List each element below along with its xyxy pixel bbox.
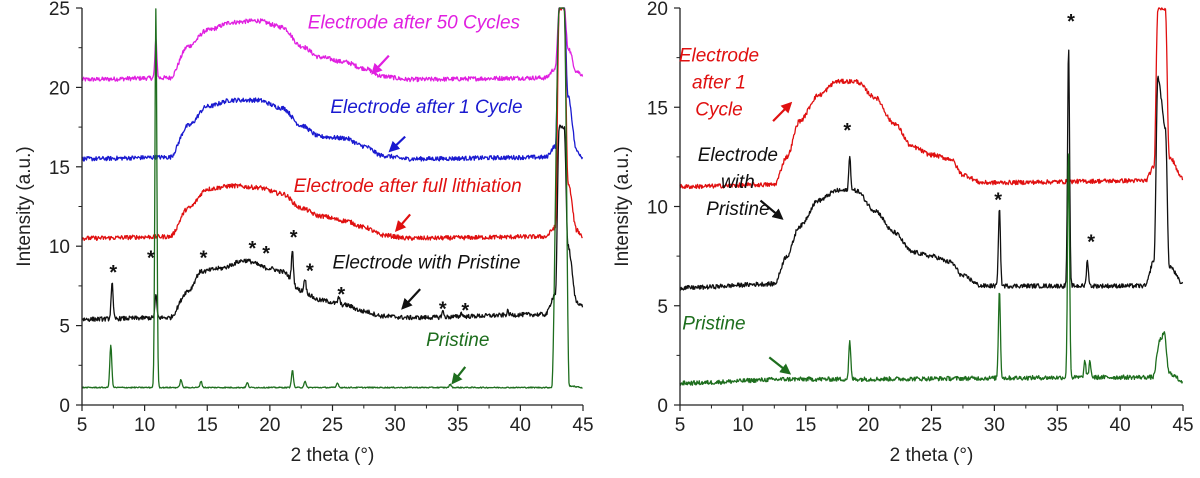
- annotation-arrow: [371, 54, 390, 75]
- peak-marker: *: [461, 300, 469, 322]
- annotation: Electrode after 1 Cycle: [679, 46, 793, 122]
- annotation-label: Electrode with Pristine: [698, 145, 778, 220]
- peak-marker: *: [994, 190, 1002, 212]
- series-line-electrode-after-full-lithiation: [81, 7, 583, 242]
- x-tick-label: 40: [1110, 415, 1131, 436]
- x-tick-label: 10: [732, 415, 753, 436]
- annotation-label: Pristine: [426, 330, 489, 351]
- y-tick-label: 0: [59, 396, 70, 417]
- annotation-line: Electrode: [679, 46, 759, 67]
- x-tick-label: 30: [385, 415, 406, 436]
- series-line-electrode-with-pristine: [679, 49, 1184, 291]
- x-tick-label: 15: [795, 415, 816, 436]
- annotation-line: Cycle: [695, 100, 743, 121]
- peak-marker: *: [1067, 11, 1075, 33]
- peak-marker: *: [290, 227, 298, 249]
- peak-marker: *: [337, 284, 345, 306]
- series-line-electrode-after-1-cycle: [679, 7, 1184, 190]
- x-tick-label: 35: [447, 415, 468, 436]
- x-tick-label: 25: [921, 415, 942, 436]
- annotation-label: Electrode after 1 Cycle: [679, 46, 759, 121]
- annotation: Electrode after 1 Cycle: [330, 97, 523, 153]
- annotation-label: Electrode after 50 Cycles: [308, 13, 521, 34]
- series-line-pristine: [679, 153, 1184, 386]
- x-tick-label: 5: [675, 415, 686, 436]
- annotation: Electrode with Pristine: [332, 252, 520, 310]
- x-tick-label: 30: [984, 415, 1005, 436]
- annotation: Pristine: [682, 314, 792, 375]
- annotation-line: after 1: [692, 73, 746, 94]
- peak-marker: *: [200, 248, 208, 270]
- y-tick-label: 10: [49, 237, 70, 258]
- y-axis-title: Intensity (a.u.): [612, 146, 633, 266]
- y-tick-label: 15: [647, 98, 668, 119]
- peak-marker: *: [262, 243, 270, 265]
- annotation-label: Electrode after 1 Cycle: [330, 97, 522, 118]
- y-tick-label: 20: [647, 0, 668, 20]
- annotation-arrow: [388, 135, 406, 153]
- x-tick-label: 35: [1047, 415, 1068, 436]
- annotation-arrow: [772, 101, 793, 122]
- annotation: Electrode with Pristine: [698, 145, 784, 220]
- series-group: [81, 7, 584, 389]
- annotation-arrow: [451, 366, 467, 385]
- series-line-electrode-after-50-cycles: [81, 7, 584, 83]
- x-tick-label: 20: [858, 415, 879, 436]
- annotation-arrow: [759, 199, 784, 220]
- annotation-arrow: [401, 288, 421, 310]
- annotation: Electrode after 50 Cycles: [308, 13, 521, 75]
- y-tick-label: 10: [647, 198, 668, 219]
- annotation-line: with: [721, 172, 755, 193]
- series-line-electrode-with-pristine: [81, 124, 584, 322]
- x-tick-label: 15: [197, 415, 218, 436]
- x-tick-label: 20: [259, 415, 280, 436]
- y-tick-label: 20: [49, 78, 70, 99]
- y-tick-label: 25: [49, 0, 70, 20]
- annotation-label: Electrode after full lithiation: [294, 176, 522, 197]
- y-tick-label: 0: [657, 396, 668, 417]
- series-group: [679, 7, 1184, 386]
- annotation: Electrode after full lithiation: [294, 176, 522, 232]
- annotation-line: Pristine: [706, 199, 769, 220]
- x-axis-title: 2 theta (°): [291, 445, 375, 466]
- peak-marker: *: [439, 298, 447, 320]
- y-axis-title: Intensity (a.u.): [14, 146, 35, 266]
- x-tick-label: 45: [572, 415, 593, 436]
- series-line-pristine: [81, 7, 583, 389]
- y-tick-label: 15: [49, 158, 70, 179]
- annotation-arrow: [768, 356, 792, 375]
- peak-marker: *: [1087, 231, 1095, 253]
- y-tick-label: 5: [657, 297, 668, 318]
- peak-marker: *: [843, 120, 851, 142]
- x-tick-label: 40: [510, 415, 531, 436]
- annotation-label: Electrode with Pristine: [332, 252, 520, 273]
- x-axis-title: 2 theta (°): [890, 445, 974, 466]
- series-line-electrode-after-1-cycle: [81, 7, 584, 162]
- x-tick-label: 10: [134, 415, 155, 436]
- x-tick-label: 5: [77, 415, 88, 436]
- x-tick-label: 45: [1172, 415, 1193, 436]
- annotation: Pristine: [426, 330, 489, 385]
- annotation-line: Electrode: [698, 145, 778, 166]
- peak-marker: *: [147, 248, 155, 270]
- annotation-label: Pristine: [682, 314, 745, 335]
- x-tick-label: 25: [322, 415, 343, 436]
- peak-marker: *: [306, 260, 314, 282]
- y-tick-label: 5: [59, 317, 70, 338]
- peak-marker: *: [248, 238, 256, 260]
- annotation-arrow: [394, 213, 411, 232]
- peak-marker: *: [109, 262, 117, 284]
